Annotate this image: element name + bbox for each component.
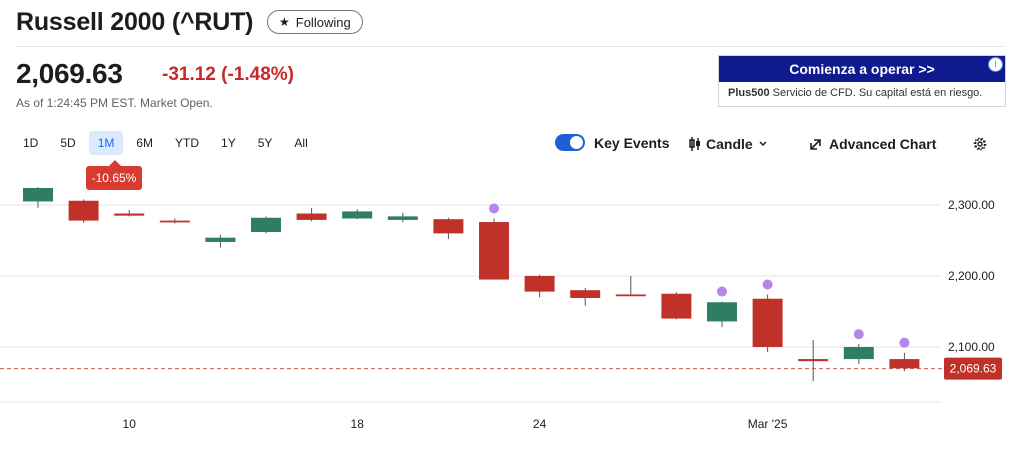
x-tick-label: 24: [533, 417, 547, 431]
change-value: -31.12: [162, 64, 216, 85]
candle-body: [68, 200, 99, 221]
ad-info-icon[interactable]: i: [988, 57, 1003, 72]
settings-button[interactable]: [972, 136, 988, 157]
key-event-marker: [899, 337, 910, 348]
range-tab-1d[interactable]: 1D: [23, 136, 39, 150]
as-of-timestamp: As of 1:24:45 PM EST. Market Open.: [16, 96, 213, 110]
change-percent: (-1.48%): [221, 64, 295, 85]
candle-body: [433, 219, 464, 234]
page-title: Russell 2000 (^RUT): [16, 8, 254, 36]
advanced-chart-label: Advanced Chart: [829, 136, 937, 152]
candle-body: [798, 359, 829, 362]
chart-type-dropdown[interactable]: Candle: [689, 136, 768, 152]
expand-arrow-icon: [810, 138, 821, 150]
range-tab-5y[interactable]: 5Y: [257, 136, 273, 150]
candle-body: [889, 359, 920, 369]
candle-body: [661, 293, 692, 319]
current-price-label: 2,069.63: [950, 362, 997, 376]
x-tick-label: Mar '25: [748, 417, 788, 431]
ad-banner[interactable]: Comienza a operar >> i Plus500 Servicio …: [718, 55, 1006, 107]
candlestick-chart[interactable]: 2,300.00 2,200.00 2,100.00 10 18 24 Mar '25 2,0…: [0, 172, 1024, 460]
key-events-toggle[interactable]: Key Events: [555, 134, 669, 151]
candlestick-icon: [689, 137, 700, 151]
current-price: 2,069.63: [16, 58, 123, 89]
range-tab-ytd[interactable]: YTD: [175, 136, 200, 150]
ad-disclaimer-text: Servicio de CFD. Su capital está en ries…: [769, 87, 983, 99]
advanced-chart-button[interactable]: Advanced Chart: [809, 136, 936, 152]
chevron-down-icon: [759, 141, 767, 147]
range-tab-6m[interactable]: 6M: [136, 136, 154, 150]
candle-body: [843, 347, 874, 360]
key-event-marker: [762, 279, 773, 290]
range-tabs: 1D 5D 1M 6M YTD 1Y 5Y All: [14, 131, 317, 155]
x-tick-label: 18: [351, 417, 365, 431]
range-tab-1y[interactable]: 1Y: [221, 136, 236, 150]
current-price-tag: [944, 357, 1002, 380]
range-tab-5d[interactable]: 5D: [60, 136, 76, 150]
key-event-marker: [489, 203, 499, 214]
candle-body: [615, 294, 646, 297]
candle-body: [114, 213, 145, 216]
ad-disclaimer: Plus500 Servicio de CFD. Su capital está…: [728, 87, 982, 99]
candle-body: [342, 211, 373, 219]
following-label: Following: [295, 14, 351, 30]
candle-body: [524, 276, 555, 292]
gear-icon: [973, 137, 987, 151]
candle-body: [707, 302, 737, 322]
candle-body: [479, 222, 509, 280]
range-tab-1m[interactable]: 1M: [88, 131, 124, 155]
ad-cta-button[interactable]: Comienza a operar >>: [719, 56, 1005, 82]
candle-body: [570, 290, 601, 299]
key-event-marker: [717, 286, 727, 297]
candle-body: [205, 237, 236, 242]
following-button[interactable]: ★ Following: [267, 10, 363, 34]
price-change: -31.12 (-1.48%): [162, 64, 294, 86]
header-divider: [16, 46, 1004, 47]
y-tick-label: 2,200.00: [948, 269, 995, 283]
range-change-badge: -10.65%: [86, 160, 142, 190]
toggle-switch[interactable]: [555, 134, 585, 151]
candle-body: [251, 217, 281, 232]
candle-body: [752, 298, 783, 347]
x-tick-label: 10: [123, 417, 137, 431]
star-icon: ★: [279, 15, 290, 29]
y-tick-label: 2,300.00: [948, 198, 995, 212]
chart-type-label: Candle: [706, 136, 753, 152]
ad-brand: Plus500: [728, 87, 770, 99]
range-tab-all[interactable]: All: [294, 136, 308, 150]
y-tick-label: 2,100.00: [948, 340, 995, 354]
key-event-marker: [853, 329, 864, 340]
key-events-label: Key Events: [594, 134, 670, 151]
candle-body: [159, 220, 190, 223]
candle-body: [387, 216, 418, 220]
candle-body: [23, 187, 53, 202]
candle-body: [296, 213, 327, 220]
